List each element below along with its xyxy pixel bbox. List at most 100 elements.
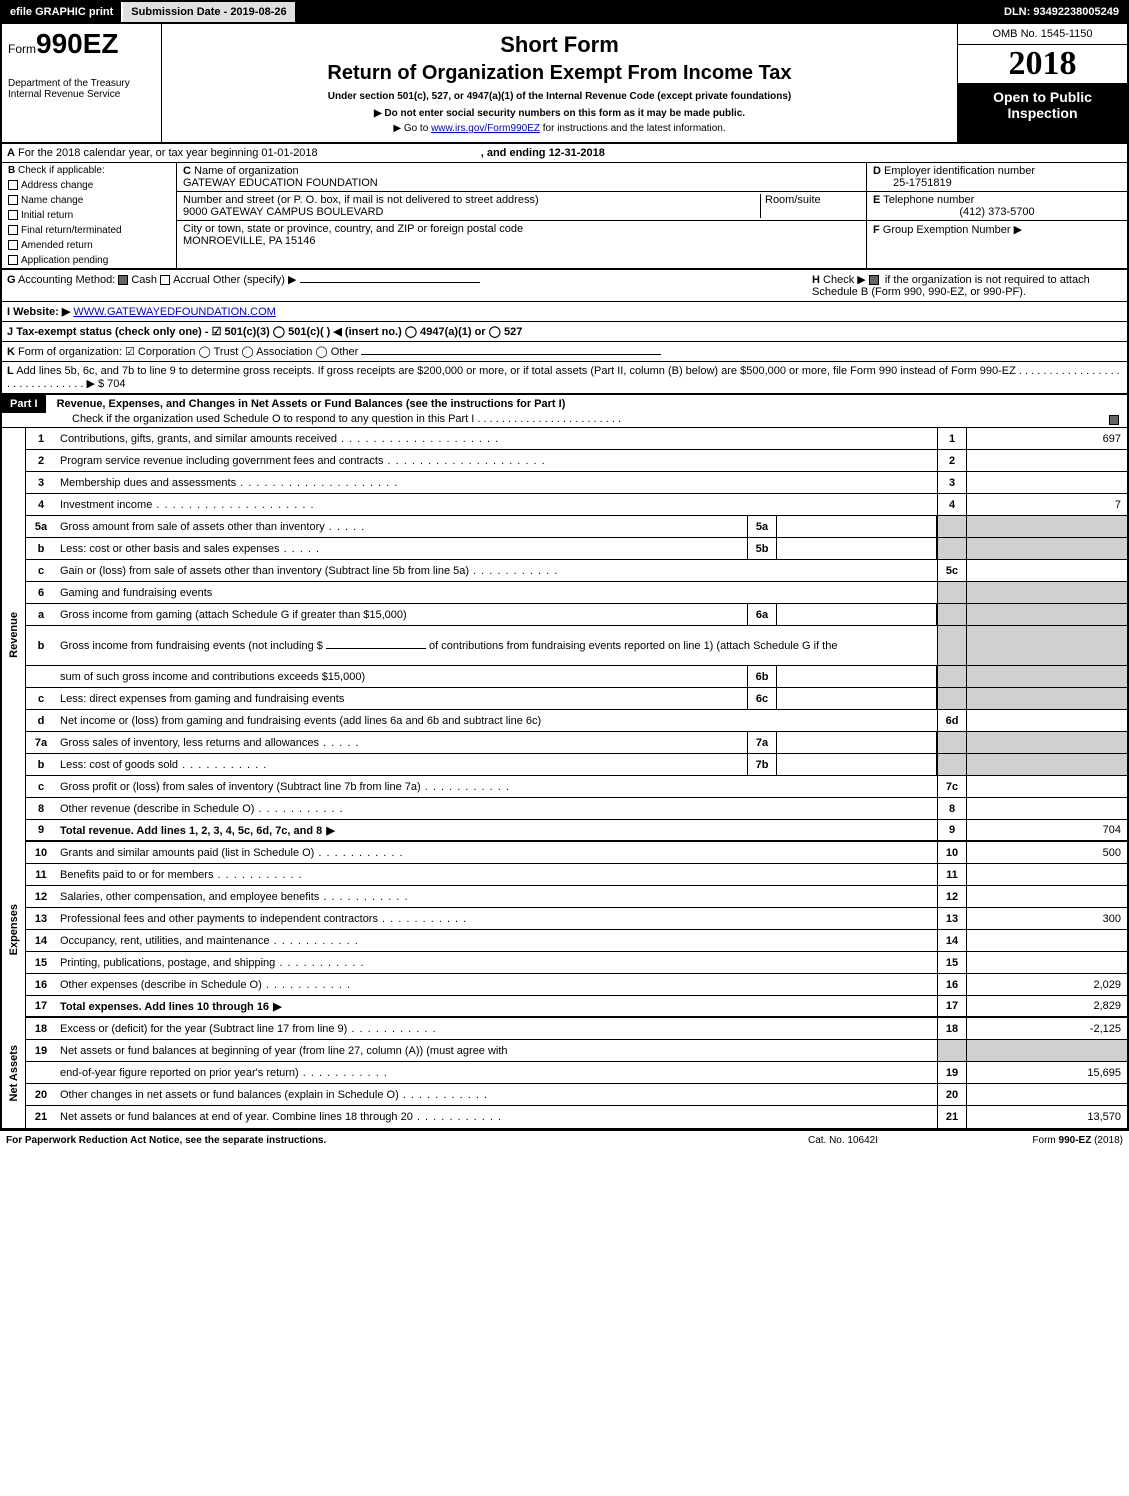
- check-initial-return[interactable]: Initial return: [2, 208, 176, 223]
- line-17: 17 Total expenses. Add lines 10 through …: [26, 996, 1127, 1018]
- street-block: Number and street (or P. O. box, if mail…: [177, 192, 866, 221]
- line-7a-num: 7a: [26, 734, 56, 752]
- fundraising-amount-input[interactable]: [326, 648, 426, 649]
- line-15-rval: [967, 952, 1127, 973]
- line-6c: c Less: direct expenses from gaming and …: [26, 688, 1127, 710]
- footer-right: Form 990-EZ (2018): [943, 1135, 1123, 1146]
- line-4: 4 Investment income 4 7: [26, 494, 1127, 516]
- line-18: 18 Excess or (deficit) for the year (Sub…: [26, 1018, 1127, 1040]
- line-4-num: 4: [26, 496, 56, 514]
- line-13: 13 Professional fees and other payments …: [26, 908, 1127, 930]
- line-3-rval: [967, 472, 1127, 493]
- line-13-rnum: 13: [937, 908, 967, 929]
- phone-block: E Telephone number (412) 373-5700: [867, 192, 1127, 221]
- line-6a-midnum: 6a: [747, 604, 777, 625]
- line-6c-midval: [777, 688, 937, 709]
- line-7b-midval: [777, 754, 937, 775]
- line-6a: a Gross income from gaming (attach Sched…: [26, 604, 1127, 626]
- line-8-rval: [967, 798, 1127, 819]
- line-1-rnum: 1: [937, 428, 967, 449]
- check-name-change[interactable]: Name change: [2, 193, 176, 208]
- line-20-rval: [967, 1084, 1127, 1105]
- check-schedule-o[interactable]: [1109, 415, 1119, 425]
- efile-print-button[interactable]: efile GRAPHIC print: [2, 2, 123, 22]
- line-2-rval: [967, 450, 1127, 471]
- line-19b-num: [26, 1070, 56, 1076]
- line-15: 15 Printing, publications, postage, and …: [26, 952, 1127, 974]
- line-18-rnum: 18: [937, 1018, 967, 1039]
- part1-check: Check if the organization used Schedule …: [2, 413, 621, 425]
- line-7c-desc: Gross profit or (loss) from sales of inv…: [56, 778, 937, 796]
- section-b: B Check if applicable: Address change Na…: [2, 163, 177, 268]
- line-6c-rnum: [937, 688, 967, 709]
- check-schedule-b[interactable]: [869, 275, 879, 285]
- line-2-rnum: 2: [937, 450, 967, 471]
- section-k-label: K: [7, 346, 15, 358]
- check-application-pending[interactable]: Application pending: [2, 253, 176, 268]
- line-6-rnum: [937, 582, 967, 603]
- line-6b2: sum of such gross income and contributio…: [26, 666, 1127, 688]
- line-3-num: 3: [26, 474, 56, 492]
- section-j: J Tax-exempt status (check only one) - ☑…: [0, 322, 1129, 342]
- line-21-rnum: 21: [937, 1106, 967, 1128]
- room-suite: Room/suite: [760, 194, 860, 218]
- line-9: 9 Total revenue. Add lines 1, 2, 3, 4, 5…: [26, 820, 1127, 842]
- section-i: I Website: ▶ WWW.GATEWAYEDFOUNDATION.COM: [0, 302, 1129, 322]
- line-6: 6 Gaming and fundraising events: [26, 582, 1127, 604]
- line-19a-rnum: [937, 1040, 967, 1061]
- check-cash[interactable]: [118, 275, 128, 285]
- line-20: 20 Other changes in net assets or fund b…: [26, 1084, 1127, 1106]
- accrual-label: Accrual: [173, 274, 210, 286]
- line-6b1-rnum: [937, 626, 967, 665]
- section-k: K Form of organization: ☑ Corporation ◯ …: [0, 342, 1129, 362]
- city-block: City or town, state or province, country…: [177, 221, 866, 249]
- check-amended-return[interactable]: Amended return: [2, 238, 176, 253]
- submission-date: Submission Date - 2019-08-26: [123, 2, 296, 22]
- line-5b-num: b: [26, 540, 56, 558]
- check-accrual[interactable]: [160, 275, 170, 285]
- irs-link[interactable]: www.irs.gov/Form990EZ: [431, 123, 540, 134]
- line-17-num: 17: [26, 997, 56, 1015]
- footer-center: Cat. No. 10642I: [743, 1135, 943, 1146]
- website-link[interactable]: WWW.GATEWAYEDFOUNDATION.COM: [73, 306, 275, 318]
- line-8: 8 Other revenue (describe in Schedule O)…: [26, 798, 1127, 820]
- line-5b-rnum: [937, 538, 967, 559]
- other-specify-input[interactable]: [300, 282, 480, 283]
- line-10-num: 10: [26, 844, 56, 862]
- line-19b: end-of-year figure reported on prior yea…: [26, 1062, 1127, 1084]
- line-6d-desc: Net income or (loss) from gaming and fun…: [56, 712, 937, 730]
- line-19-desc: Net assets or fund balances at beginning…: [56, 1042, 937, 1060]
- line-17-rval: 2,829: [967, 996, 1127, 1016]
- check-address-change[interactable]: Address change: [2, 178, 176, 193]
- line-5a-rnum: [937, 516, 967, 537]
- line-20-rnum: 20: [937, 1084, 967, 1105]
- arrow-icon: ▶: [1014, 224, 1022, 236]
- line-6-desc: Gaming and fundraising events: [56, 584, 937, 602]
- line-11-rnum: 11: [937, 864, 967, 885]
- section-a-text: For the 2018 calendar year, or tax year …: [18, 147, 318, 159]
- tax-exempt-text: Tax-exempt status (check only one) - ☑ 5…: [16, 326, 522, 338]
- section-def: D Employer identification number 25-1751…: [867, 163, 1127, 268]
- line-6b-midnum: 6b: [747, 666, 777, 687]
- line-6a-midval: [777, 604, 937, 625]
- line-12-rnum: 12: [937, 886, 967, 907]
- org-other-input[interactable]: [361, 354, 661, 355]
- check-final-return[interactable]: Final return/terminated: [2, 223, 176, 238]
- ein-value: 25-1751819: [893, 177, 952, 189]
- phone-value: (412) 373-5700: [873, 206, 1121, 218]
- line-1: 1 Contributions, gifts, grants, and simi…: [26, 428, 1127, 450]
- line-6a-rnum: [937, 604, 967, 625]
- line-3-rnum: 3: [937, 472, 967, 493]
- line-6b2-rval: [967, 666, 1127, 687]
- line-12-num: 12: [26, 888, 56, 906]
- line-1-rval: 697: [967, 428, 1127, 449]
- line-14: 14 Occupancy, rent, utilities, and maint…: [26, 930, 1127, 952]
- topbar-spacer: [297, 2, 996, 22]
- line-16-rnum: 16: [937, 974, 967, 995]
- line-5b-midnum: 5b: [747, 538, 777, 559]
- section-d-label: D: [873, 165, 881, 177]
- line-3: 3 Membership dues and assessments 3: [26, 472, 1127, 494]
- line-12-desc: Salaries, other compensation, and employ…: [56, 888, 937, 906]
- line-7a-rnum: [937, 732, 967, 753]
- tax-year: 2018: [958, 45, 1127, 83]
